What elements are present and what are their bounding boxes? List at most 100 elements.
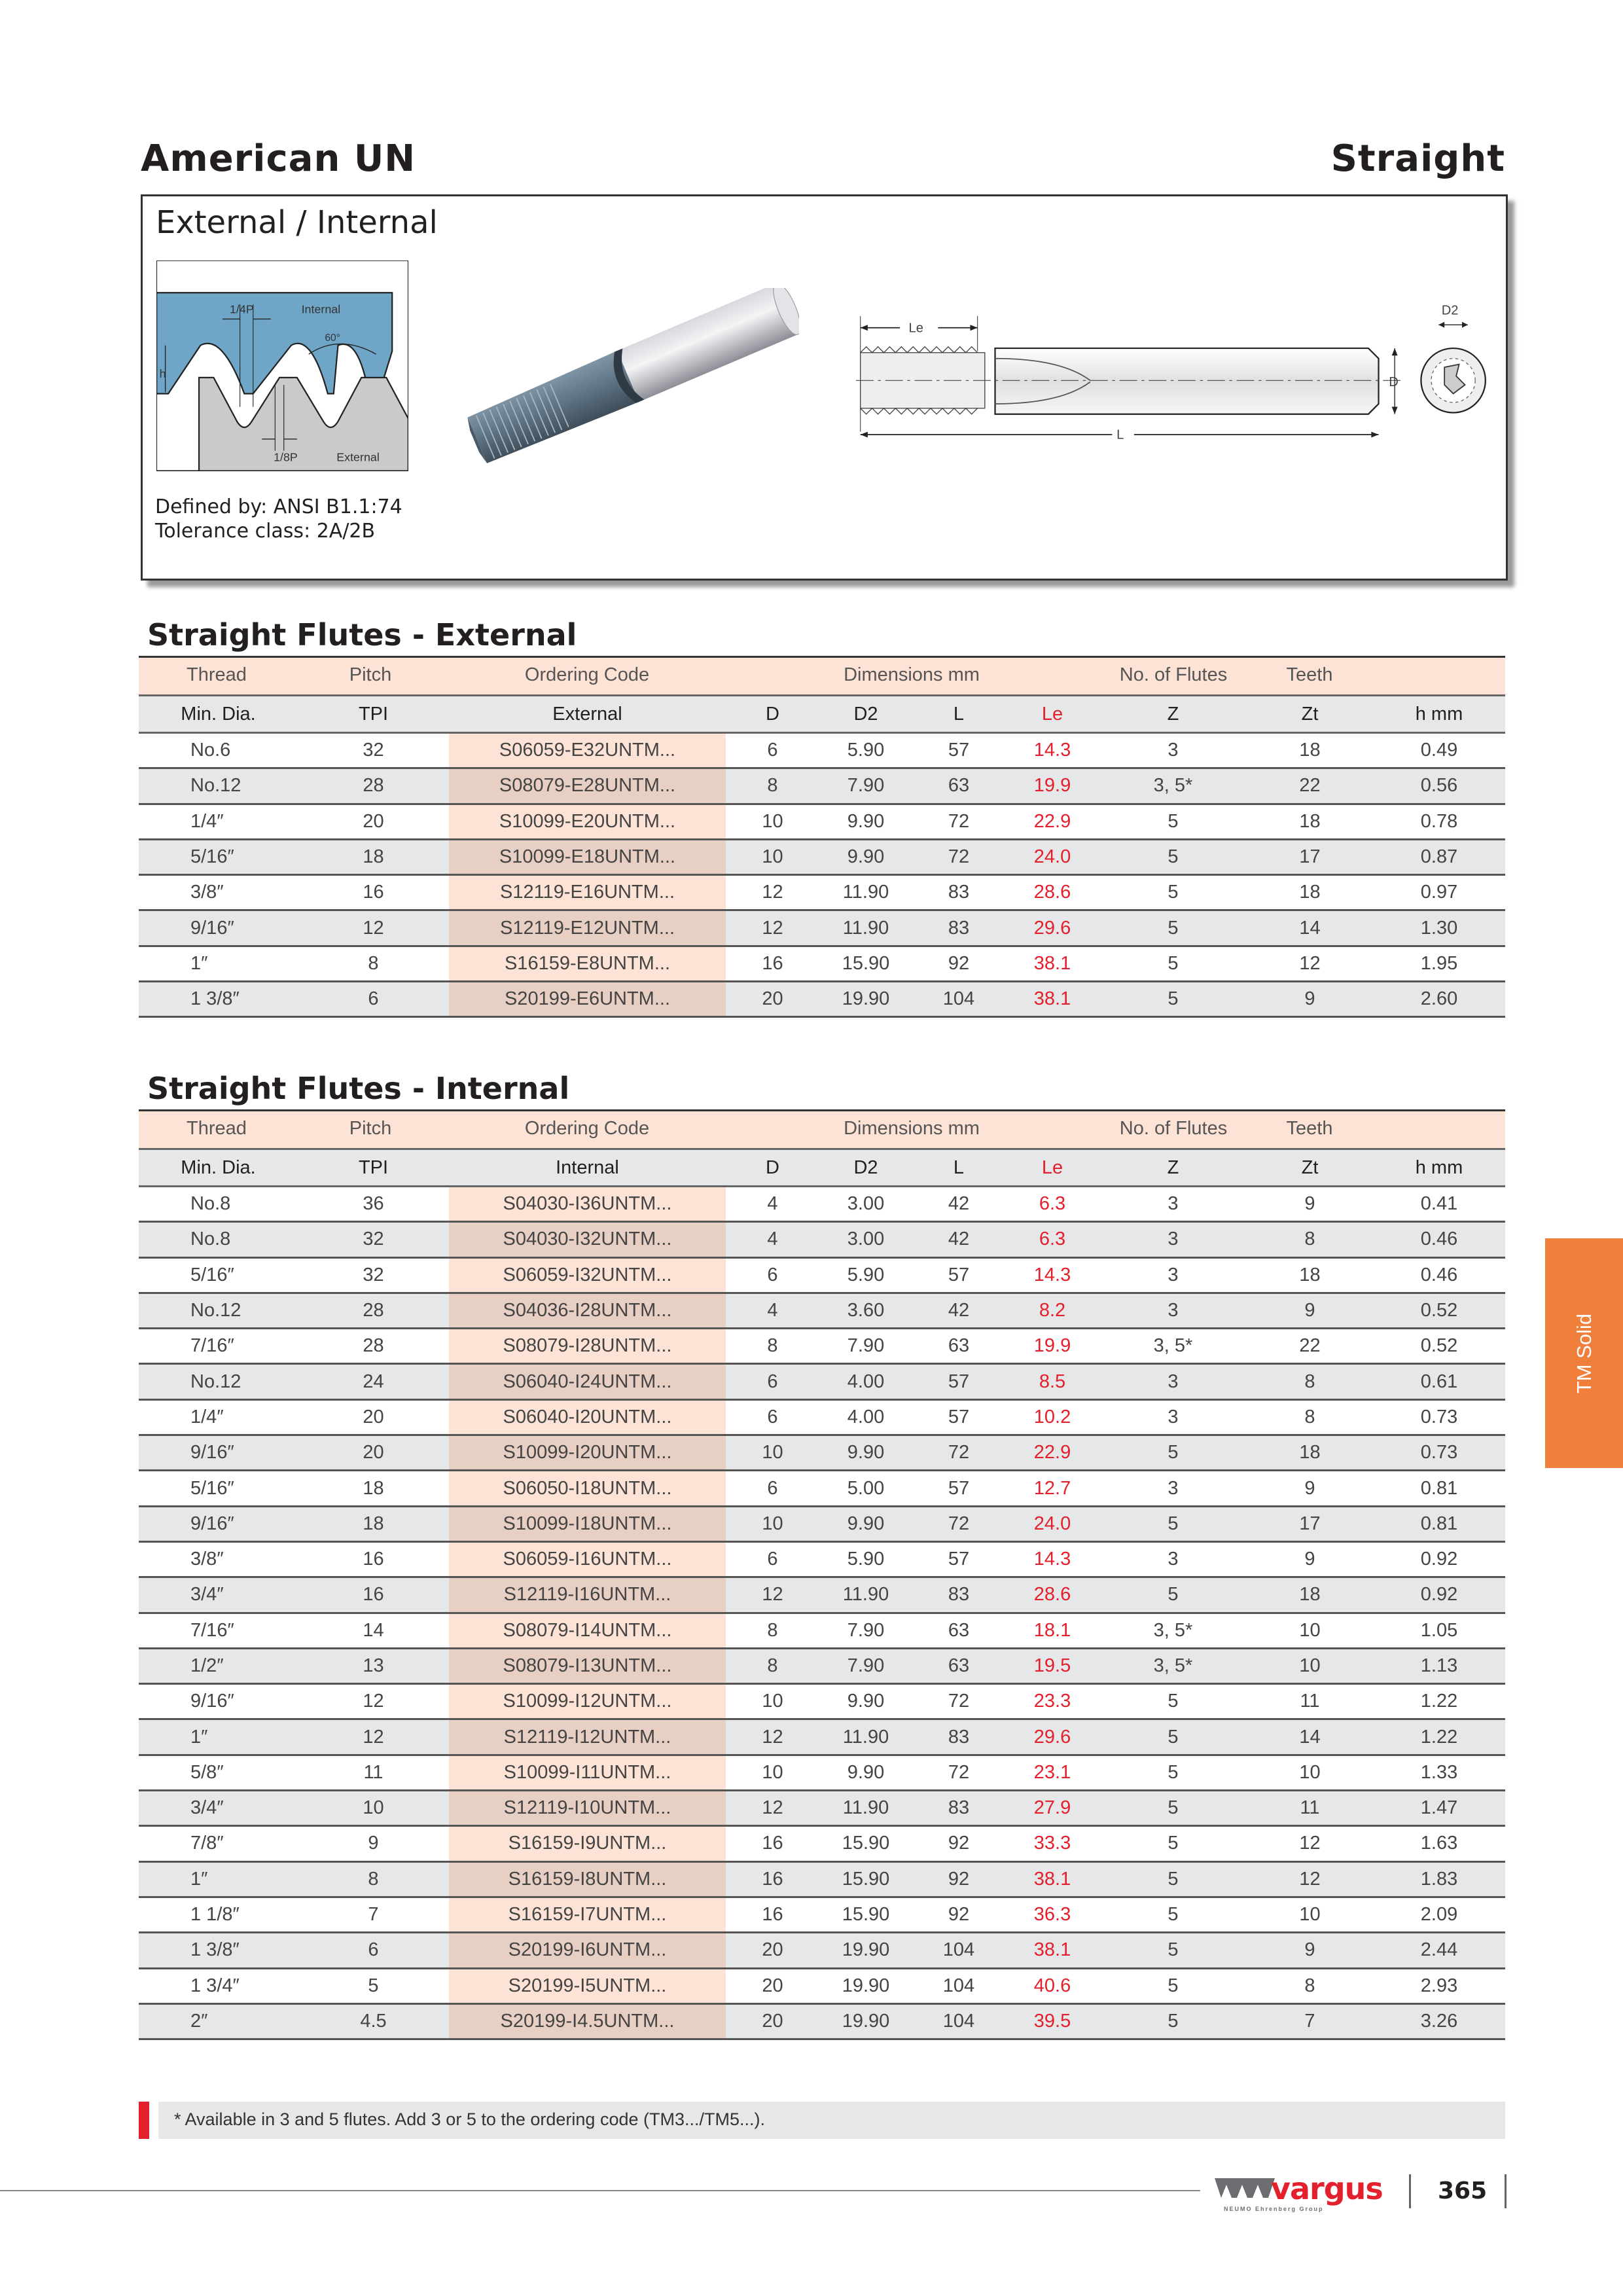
column-header-zt: Zt <box>1301 1157 1319 1178</box>
cell-tpi: 12 <box>363 1691 384 1712</box>
footnote-text: * Available in 3 and 5 flutes. Add 3 or … <box>174 2109 765 2129</box>
cell-d: 6 <box>767 1549 778 1570</box>
group-header-cell: Pitch <box>349 1118 392 1139</box>
cell-z: 5 <box>1168 1904 1179 1926</box>
cell-l: 42 <box>948 1300 970 1321</box>
cell-d2: 7.90 <box>847 1335 885 1357</box>
cell-d: 12 <box>762 1797 783 1819</box>
cell-thread: 5/16″ <box>190 1264 234 1285</box>
cell-d2: 7.90 <box>847 1655 885 1676</box>
cell-h: 0.78 <box>1420 810 1458 832</box>
cell-zt: 8 <box>1304 1371 1315 1392</box>
group-header-cell: Ordering Code <box>524 1118 650 1139</box>
column-header-ordering-code: External <box>552 703 622 725</box>
external-section-title: Straight Flutes - External <box>147 617 577 653</box>
cell-zt: 9 <box>1304 1193 1315 1215</box>
cell-d2: 15.90 <box>842 1868 890 1890</box>
cell-tpi: 12 <box>363 1726 384 1748</box>
section-side-tab[interactable]: TM Solid <box>1545 1238 1623 1468</box>
cell-l: 57 <box>948 1406 970 1427</box>
cell-z: 3, 5* <box>1153 1619 1193 1641</box>
cell-ordering-code: S20199-I6UNTM... <box>449 1933 726 1967</box>
cell-tpi: 20 <box>363 810 384 832</box>
cell-le: 14.3 <box>1033 1264 1071 1285</box>
cell-tpi: 18 <box>363 1513 384 1534</box>
cell-h: 0.56 <box>1420 775 1458 797</box>
cell-d: 16 <box>762 1868 783 1890</box>
table-row: 2″ 4.5 S20199-I4.5UNTM... 20 19.90 104 39.5 5 7 3… <box>139 2004 1505 2041</box>
footnote-box: * Available in 3 and 5 flutes. Add 3 or … <box>158 2102 1505 2139</box>
cell-ordering-code: S12119-I12UNTM... <box>449 1720 726 1754</box>
cell-l: 63 <box>948 775 970 797</box>
cell-l: 57 <box>948 1371 970 1392</box>
cell-l: 72 <box>948 810 970 832</box>
cell-le: 27.9 <box>1033 1797 1071 1819</box>
column-header-thread: Min. Dia. <box>181 703 256 725</box>
cell-zt: 11 <box>1300 1797 1320 1819</box>
cell-zt: 22 <box>1299 775 1321 797</box>
external-label: External <box>336 450 380 463</box>
cell-le: 22.9 <box>1033 1442 1071 1463</box>
cell-zt: 14 <box>1299 917 1321 939</box>
cell-tpi: 16 <box>363 1584 384 1605</box>
cell-tpi: 32 <box>363 1264 384 1285</box>
cell-h: 1.83 <box>1420 1868 1458 1890</box>
cell-ordering-code: S16159-E8UNTM... <box>449 946 726 981</box>
cell-thread: No.12 <box>190 1371 241 1392</box>
cell-ordering-code: S08079-I14UNTM... <box>449 1613 726 1647</box>
group-header-cell: Thread <box>187 664 247 685</box>
cell-ordering-code: S06059-I32UNTM... <box>449 1258 726 1292</box>
cell-d2: 4.00 <box>847 1371 885 1392</box>
cell-h: 1.63 <box>1420 1833 1458 1854</box>
cell-zt: 9 <box>1304 1477 1315 1499</box>
group-header-cell: No. of Flutes <box>1119 1118 1228 1139</box>
cell-tpi: 10 <box>363 1797 384 1819</box>
cell-le: 8.5 <box>1039 1371 1066 1392</box>
tolerance-class-text: Tolerance class: 2A/2B <box>155 520 376 543</box>
cell-ordering-code: S06040-I24UNTM... <box>449 1365 726 1399</box>
column-header-l: L <box>953 1157 965 1178</box>
cell-zt: 9 <box>1304 1300 1315 1321</box>
quarter-pitch-label: 1/4P <box>230 303 254 316</box>
cell-h: 0.81 <box>1420 1513 1458 1534</box>
cell-le: 40.6 <box>1033 1975 1071 1996</box>
table-row: 1 3/4″ 5 S20199-I5UNTM... 20 19.90 104 40.6 5 8 2… <box>139 1969 1505 2005</box>
cell-h: 0.49 <box>1420 740 1458 761</box>
h-label: h <box>160 367 166 380</box>
d2-dimension-label: D2 <box>1442 304 1459 318</box>
table-row: 1″ 12 S12119-I12UNTM... 12 11.90 83 29.6 5 14 1.2… <box>139 1720 1505 1756</box>
cell-d: 10 <box>762 1761 783 1783</box>
cell-z: 5 <box>1168 1761 1179 1783</box>
cell-h: 0.46 <box>1420 1229 1458 1250</box>
cell-d: 10 <box>762 1513 783 1534</box>
column-header-ordering-code: Internal <box>556 1157 619 1178</box>
cell-l: 83 <box>948 917 970 939</box>
cell-h: 0.46 <box>1420 1264 1458 1285</box>
cell-l: 72 <box>948 1761 970 1783</box>
cell-zt: 8 <box>1304 1229 1315 1250</box>
column-header-d2: D2 <box>853 703 878 725</box>
cell-l: 72 <box>948 1691 970 1712</box>
table-row: 5/8″ 11 S10099-I11UNTM... 10 9.90 72 23.1 5 10 1.… <box>139 1755 1505 1792</box>
cell-tpi: 24 <box>363 1371 384 1392</box>
cell-d2: 9.90 <box>847 1761 885 1783</box>
cell-tpi: 16 <box>363 882 384 903</box>
cell-z: 5 <box>1168 1939 1179 1961</box>
cell-h: 0.81 <box>1420 1477 1458 1499</box>
cell-ordering-code: S20199-I5UNTM... <box>449 1969 726 2003</box>
cell-d2: 15.90 <box>842 1904 890 1926</box>
group-header-cell: Thread <box>187 1118 247 1139</box>
table-row: No.12 28 S04036-I28UNTM... 4 3.60 42 8.2 3 9 0.52 <box>139 1293 1505 1330</box>
column-header-row: Min. Dia. TPI Internal D D2 L Le Z Zt h mm <box>139 1150 1505 1187</box>
cell-ordering-code: S12119-I16UNTM... <box>449 1578 726 1612</box>
table-row: 7/16″ 28 S08079-I28UNTM... 8 7.90 63 19.9 3, 5*… <box>139 1329 1505 1365</box>
cell-le: 28.6 <box>1033 882 1071 903</box>
cell-thread: 3/8″ <box>190 882 224 903</box>
cell-zt: 14 <box>1299 1726 1321 1748</box>
column-header-z: Z <box>1167 1157 1179 1178</box>
cell-d: 12 <box>762 917 783 939</box>
cell-le: 28.6 <box>1033 1584 1071 1605</box>
cell-l: 83 <box>948 1584 970 1605</box>
cell-le: 38.1 <box>1033 988 1071 1010</box>
cell-ordering-code: S10099-I20UNTM... <box>449 1436 726 1470</box>
